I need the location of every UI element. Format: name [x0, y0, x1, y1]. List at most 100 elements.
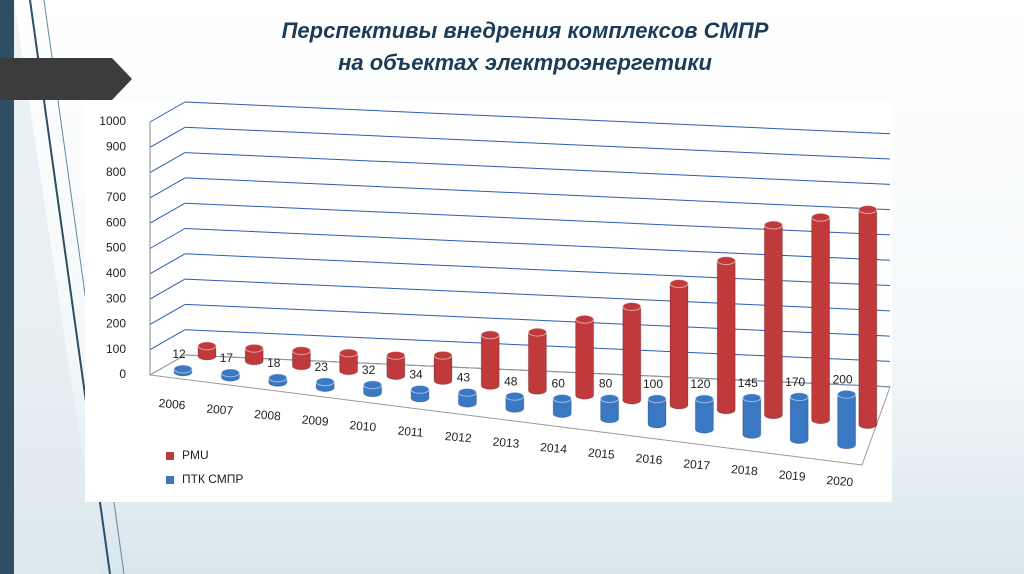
value-label: 145 — [738, 376, 758, 390]
decor — [14, 0, 100, 574]
grid-line — [149, 101, 186, 123]
y-tick-label: 600 — [106, 215, 126, 229]
bar — [600, 398, 620, 424]
bar-top — [837, 389, 857, 399]
bar — [837, 393, 857, 450]
grid-line — [184, 177, 891, 211]
bar — [386, 354, 406, 381]
x-tick-label: 2019 — [778, 468, 806, 484]
side-stripe — [0, 0, 14, 574]
bar — [694, 398, 714, 434]
bar-top — [480, 330, 500, 340]
bar-top — [647, 394, 667, 404]
grid-line — [149, 329, 186, 351]
x-tick-label: 2007 — [206, 402, 234, 418]
value-label: 100 — [643, 377, 663, 391]
bar-top — [410, 384, 430, 394]
bar — [480, 334, 500, 390]
value-label: 32 — [362, 363, 376, 377]
x-tick-label: 2016 — [635, 451, 663, 467]
x-tick-label: 2009 — [301, 413, 329, 429]
bar-top — [552, 393, 572, 403]
bar-top — [268, 373, 288, 383]
grid-line — [149, 202, 186, 224]
value-label: 43 — [457, 370, 471, 384]
bar — [647, 398, 667, 429]
bar-top — [600, 394, 620, 404]
grid-line — [184, 126, 891, 160]
grid-line — [149, 303, 186, 325]
chart-title: Перспективы внедрения комплексов СМПР — [282, 18, 769, 43]
value-label: 34 — [409, 368, 423, 382]
x-tick-label: 2006 — [158, 396, 186, 412]
bar-top — [716, 256, 736, 266]
value-label: 18 — [267, 356, 281, 370]
bar-top — [669, 279, 689, 289]
bar — [575, 318, 595, 400]
y-tick-label: 0 — [119, 367, 126, 381]
chart-title: на объектах электроэнергетики — [338, 50, 712, 75]
value-label: 170 — [785, 375, 805, 389]
bar-top — [220, 368, 240, 378]
y-tick-label: 200 — [106, 317, 126, 331]
x-tick-label: 2018 — [731, 462, 759, 478]
grid-line — [149, 152, 186, 174]
value-label: 12 — [172, 347, 186, 361]
x-tick-label: 2008 — [254, 407, 282, 423]
x-tick-label: 2015 — [587, 446, 615, 462]
floor — [148, 354, 891, 466]
value-label: 17 — [220, 351, 234, 365]
bar — [763, 224, 783, 420]
y-tick-label: 300 — [106, 291, 126, 305]
bar — [552, 397, 572, 419]
y-tick-label: 800 — [106, 165, 126, 179]
bar — [339, 352, 359, 376]
bar-top — [173, 364, 193, 374]
bar-top — [575, 314, 595, 324]
bar-top — [763, 220, 783, 230]
y-tick-label: 900 — [106, 139, 126, 153]
legend-swatch — [166, 452, 174, 460]
bar-top — [244, 343, 264, 353]
y-tick-label: 100 — [106, 342, 126, 356]
bar-top — [527, 327, 547, 337]
bar-top — [291, 346, 311, 356]
bar — [742, 397, 762, 439]
y-tick-label: 1000 — [99, 114, 126, 128]
bar-top — [197, 341, 217, 351]
x-tick-label: 2012 — [444, 429, 472, 445]
bar-top — [339, 348, 359, 358]
bar — [505, 395, 525, 413]
bar-top — [742, 393, 762, 403]
bar-top — [386, 350, 406, 360]
bar — [244, 347, 264, 366]
legend-label: ПТК СМПР — [182, 472, 243, 486]
x-tick-label: 2017 — [683, 457, 711, 473]
bar-top — [505, 391, 525, 401]
value-label: 200 — [833, 372, 853, 386]
grid-line — [149, 278, 186, 300]
value-label: 48 — [504, 374, 518, 388]
bar-top — [315, 377, 335, 387]
bar — [527, 331, 547, 395]
x-tick-label: 2014 — [540, 440, 568, 456]
bar — [789, 396, 809, 445]
y-tick-label: 700 — [106, 190, 126, 204]
grid-line — [149, 253, 186, 275]
bar-top — [622, 301, 642, 311]
grid-line — [184, 152, 891, 185]
x-tick-label: 2013 — [492, 435, 520, 451]
grid-line — [149, 126, 186, 148]
bar — [716, 260, 736, 415]
bar-top — [858, 205, 878, 215]
legend-label: PMU — [182, 448, 209, 462]
value-label: 60 — [552, 377, 566, 391]
grid-line — [149, 228, 186, 249]
bar — [858, 209, 878, 430]
y-tick-label: 400 — [106, 266, 126, 280]
x-tick-label: 2011 — [397, 424, 424, 440]
bar — [811, 216, 831, 425]
grid-line — [149, 177, 186, 199]
x-tick-label: 2020 — [826, 473, 854, 489]
